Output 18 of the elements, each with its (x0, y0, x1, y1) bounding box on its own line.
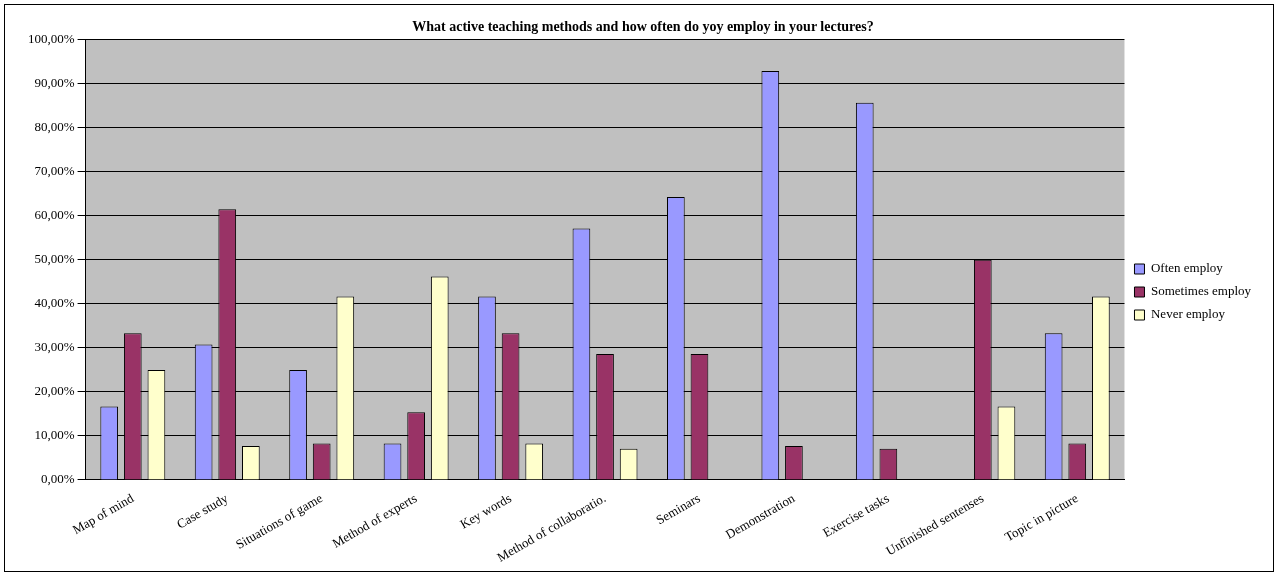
y-tick-label: 40,00% (34, 295, 75, 311)
y-tick-label: 60,00% (34, 207, 75, 223)
y-tick-label: 70,00% (34, 163, 75, 179)
y-tick-label: 50,00% (34, 251, 75, 267)
chart-title: What active teaching methods and how often do yoy employ in your lectures? (412, 19, 874, 35)
x-tick-label: Map of mind (69, 490, 137, 538)
x-tick-label: Case study (173, 490, 231, 532)
y-tick-label: 20,00% (34, 383, 75, 399)
y-tick-label: 80,00% (34, 119, 75, 135)
y-tick-label: 100,00% (27, 31, 75, 47)
legend-label: Never employ (1150, 306, 1226, 322)
y-tick-label: 10,00% (34, 427, 75, 443)
legend-label: Often employ (1150, 260, 1224, 276)
legend-label: Sometimes employ (1150, 283, 1252, 299)
x-tick-label: Key words (457, 490, 514, 532)
y-tick-label: 30,00% (34, 339, 75, 355)
y-tick-label: 0,00% (40, 471, 75, 487)
y-tick-label: 90,00% (34, 75, 75, 91)
